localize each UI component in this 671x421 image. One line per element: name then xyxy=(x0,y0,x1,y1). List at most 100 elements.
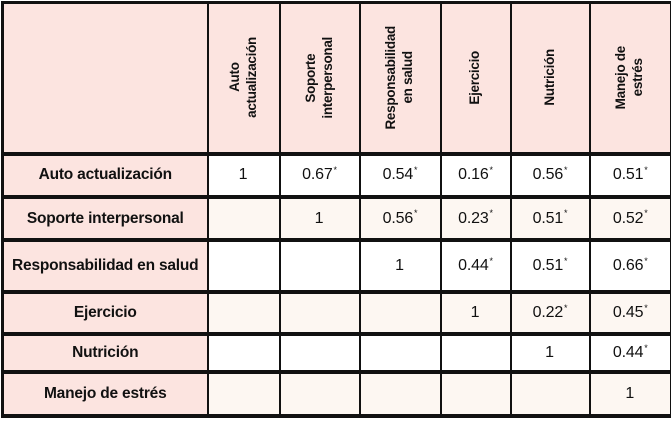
cell-r0c5: 0.51* xyxy=(588,151,671,200)
col-header-label: Auto actualización xyxy=(226,37,259,119)
cell-r3c5: 0.45* xyxy=(588,290,671,336)
cell-r0c2: 0.54* xyxy=(358,151,442,200)
cell-value: 0.52 xyxy=(612,209,644,227)
cell-r5c2 xyxy=(358,370,442,418)
col-header-label: Nutrición xyxy=(541,49,557,107)
cell-value: 0.16 xyxy=(458,166,489,184)
cell-value: 0.44 xyxy=(458,256,489,274)
col-header-manejo-de-estres: Manejo de estrés xyxy=(588,1,671,156)
cell-r0c1: 0.67* xyxy=(278,151,361,200)
row-header-ejercicio: Ejercicio xyxy=(1,290,209,336)
significance-star: * xyxy=(564,302,568,313)
cell-r2c1 xyxy=(278,237,361,295)
col-header-responsabilidad-en-salud: Responsabilidad en salud xyxy=(358,1,442,156)
significance-star: * xyxy=(333,165,338,176)
cell-value: 0.67 xyxy=(302,166,333,184)
significance-star: * xyxy=(489,208,494,219)
cell-r4c0 xyxy=(206,331,281,375)
table-row: Responsabilidad en salud 1 0.44* 0.51* 0… xyxy=(1,237,671,295)
cell-r4c3 xyxy=(439,331,512,375)
cell-r5c0 xyxy=(206,370,281,418)
table-row: Auto actualización 1 0.67* 0.54* 0.16* 0… xyxy=(1,151,671,200)
cell-value: 0.51 xyxy=(532,256,564,274)
col-header-label: Manejo de estrés xyxy=(613,46,646,110)
cell-value: 0.56 xyxy=(532,166,564,184)
cell-value: 0.23 xyxy=(458,209,489,227)
cell-value: 1 xyxy=(545,343,554,361)
cell-r1c3: 0.23* xyxy=(439,195,512,242)
significance-star: * xyxy=(414,165,418,176)
cell-r3c1 xyxy=(278,290,361,336)
cell-r1c0 xyxy=(206,195,281,242)
col-header-label: Soporte interpersonal xyxy=(302,36,335,119)
significance-star: * xyxy=(644,302,648,313)
cell-r1c1: 1 xyxy=(278,195,361,242)
cell-r2c2: 1 xyxy=(358,237,442,295)
col-header-label: Responsabilidad en salud xyxy=(383,25,415,130)
cell-r4c2 xyxy=(358,331,442,375)
cell-r5c3 xyxy=(439,370,512,418)
col-header-soporte-interpersonal: Soporte interpersonal xyxy=(278,1,361,156)
cell-r2c3: 0.44* xyxy=(439,237,512,295)
cell-r0c3: 0.16* xyxy=(439,151,512,200)
cell-value: 0.45 xyxy=(612,303,644,321)
table-row: Manejo de estrés 1 xyxy=(1,370,671,418)
cell-value: 1 xyxy=(625,385,635,403)
significance-star: * xyxy=(564,208,568,219)
cell-value: 0.51 xyxy=(612,166,644,184)
row-header-auto-actualizacion: Auto actualización xyxy=(1,151,209,200)
significance-star: * xyxy=(564,165,568,176)
col-header-auto-actualizacion: Auto actualización xyxy=(206,1,281,156)
cell-value: 0.56 xyxy=(382,209,414,227)
cell-r3c2 xyxy=(358,290,442,336)
cell-value: 0.22 xyxy=(532,303,564,321)
table-row: Soporte interpersonal 1 0.56* 0.23* 0.51… xyxy=(1,195,671,242)
significance-star: * xyxy=(564,255,568,266)
cell-r1c2: 0.56* xyxy=(358,195,442,242)
col-header-nutricion: Nutrición xyxy=(509,1,591,156)
cell-r1c4: 0.51* xyxy=(509,195,591,242)
cell-value: 0.44 xyxy=(612,343,644,361)
cell-r0c0: 1 xyxy=(206,151,281,200)
cell-value: 1 xyxy=(314,209,324,227)
significance-star: * xyxy=(414,208,418,219)
significance-star: * xyxy=(644,208,648,219)
cell-r4c1 xyxy=(278,331,361,375)
col-header-ejercicio: Ejercicio xyxy=(439,1,512,156)
cell-r5c4 xyxy=(509,370,591,418)
cell-r4c4: 1 xyxy=(509,331,591,375)
cell-r4c5: 0.44* xyxy=(588,331,671,375)
cell-r2c0 xyxy=(206,237,281,295)
cell-r2c4: 0.51* xyxy=(509,237,591,295)
row-header-soporte-interpersonal: Soporte interpersonal xyxy=(1,195,209,242)
row-header-manejo-de-estres: Manejo de estrés xyxy=(1,370,209,418)
cell-r3c3: 1 xyxy=(439,290,512,336)
row-header-responsabilidad-en-salud: Responsabilidad en salud xyxy=(1,237,209,295)
corner-cell xyxy=(1,1,209,156)
table-row: Nutrición 1 0.44* xyxy=(1,331,671,375)
table-row: Ejercicio 1 0.22* 0.45* xyxy=(1,290,671,336)
cell-r5c1 xyxy=(278,370,361,418)
header-row: Auto actualización Soporte interpersonal… xyxy=(1,1,671,156)
cell-r5c5: 1 xyxy=(588,370,671,418)
cell-r3c0 xyxy=(206,290,281,336)
cell-r3c4: 0.22* xyxy=(509,290,591,336)
significance-star: * xyxy=(489,165,494,176)
significance-star: * xyxy=(489,255,494,266)
significance-star: * xyxy=(644,165,648,176)
significance-star: * xyxy=(644,255,648,266)
cell-value: 1 xyxy=(395,256,404,274)
cell-value: 0.54 xyxy=(382,166,414,184)
cell-r1c5: 0.52* xyxy=(588,195,671,242)
cell-r0c4: 0.56* xyxy=(509,151,591,200)
cell-value: 0.66 xyxy=(612,256,644,274)
row-header-nutricion: Nutrición xyxy=(1,331,209,375)
col-header-label: Ejercicio xyxy=(467,50,483,105)
cell-value: 1 xyxy=(238,166,248,184)
cell-value: 0.51 xyxy=(532,209,564,227)
cell-value: 1 xyxy=(470,303,480,321)
significance-star: * xyxy=(644,342,648,353)
cell-r2c5: 0.66* xyxy=(588,237,671,295)
